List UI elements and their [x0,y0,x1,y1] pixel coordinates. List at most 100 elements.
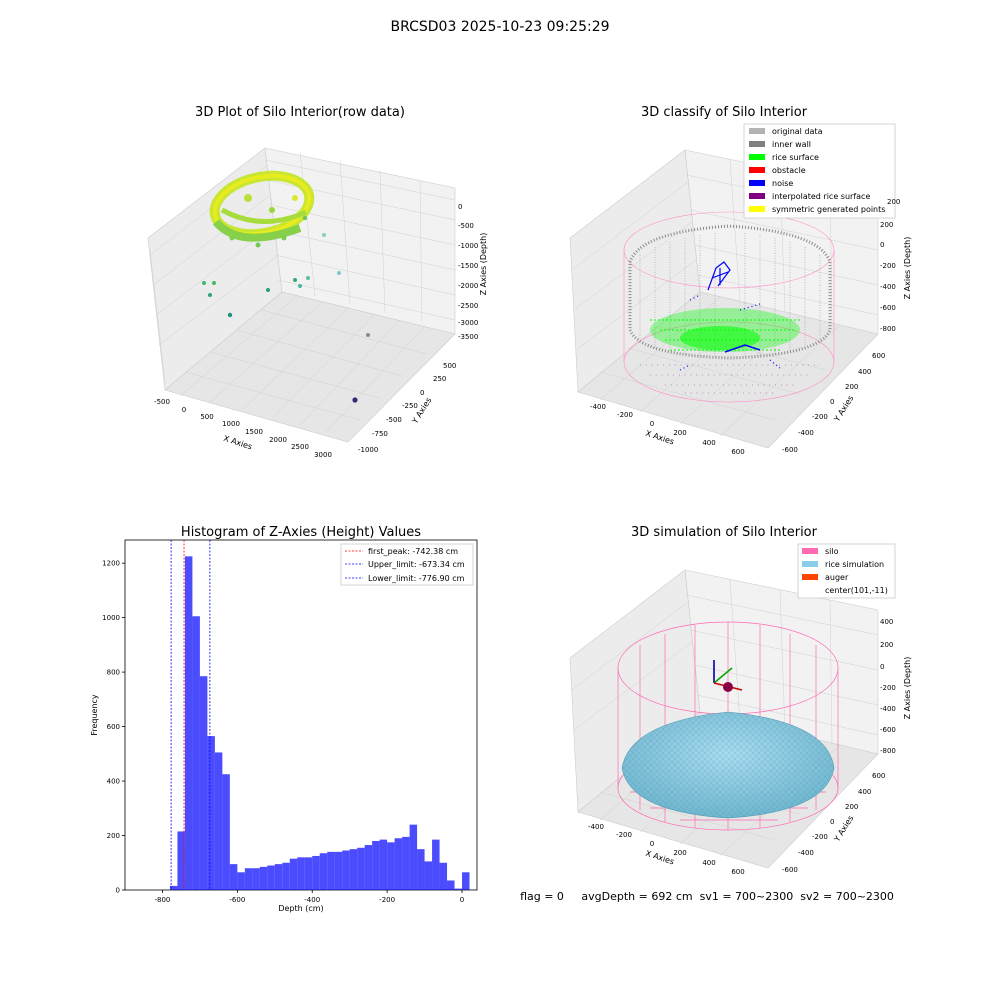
classify-y-tick: 200 [845,383,858,391]
classify-inner-wall [628,224,832,360]
raw-y-tick: 500 [443,362,456,370]
histogram-bar [184,556,193,890]
panel-histogram: Histogram of Z-Axies (Height) Values -80… [90,525,478,913]
histogram-bar [349,849,358,890]
raw-z-tick: -1500 [458,262,478,270]
simulation-z-tick: 400 [880,618,893,626]
histogram-bar [394,838,403,890]
classify-x-tick: -200 [617,411,633,419]
classify-x-tick: 600 [731,448,744,456]
panel-classify: 3D classify of Silo Interior [569,105,912,456]
histogram-legend: first_peak: -742.38 cm Upper_limit: -673… [340,543,474,586]
simulation-z-tick: -800 [880,747,896,755]
simulation-y-tick: -200 [812,833,828,841]
raw-x-tick: -500 [154,398,170,406]
simulation-center-marker [713,660,743,692]
classify-z-tick: -400 [880,283,896,291]
raw-y-tick: -500 [386,416,402,424]
histogram-bar [357,847,365,890]
histogram-bar [192,616,200,890]
classify-y-tick: -200 [812,413,828,421]
histogram-y-tick-label: 0 [116,887,120,895]
raw-z-tick: -2000 [458,282,478,290]
raw-x-tick: 1000 [222,420,240,428]
simulation-x-tick: -200 [616,831,632,839]
legend-label-symmetric: symmetric generated points [772,205,885,214]
classify-z-tick-labels: 200 200 0 -200 -400 -600 -800 [880,198,900,333]
histogram-bar [229,864,238,890]
histogram-bar [177,831,185,890]
raw-y-tick: -250 [402,402,418,410]
simulation-z-tick-labels: 400 200 0 -200 -400 -600 -800 [880,618,896,755]
raw-x-tick: 2500 [291,443,309,451]
status-line: flag = 0 avgDepth = 692 cm sv1 = 700~230… [520,890,894,903]
simulation-x-tick: 600 [731,868,744,876]
raw-x-tick: 0 [182,406,186,414]
simulation-y-tick: 200 [845,803,858,811]
simulation-y-tick: 400 [858,788,871,796]
classify-y-tick: 600 [872,352,885,360]
histogram-x-tick-label: -800 [155,896,171,904]
histogram-bar [169,885,178,890]
histogram-reference-lines [170,540,211,890]
histogram-bar [244,868,253,890]
histogram-bar [222,774,230,890]
classify-x-tick-labels: -400 -200 0 200 400 600 [590,403,745,456]
legend-label-rice-simulation: rice simulation [825,560,884,569]
legend-swatch-auger [802,574,818,580]
panel-raw-data: 3D Plot of Silo Interior(row data) [147,105,488,459]
histogram-x-tick-label: -600 [229,896,245,904]
raw-y-tick-labels: 500 250 0 -250 -500 -750 -1000 [358,362,456,454]
raw-x-tick: 1500 [245,428,263,436]
histogram-bar [372,840,380,890]
histogram-bar [402,836,410,890]
histogram-x-ticks: -800 -600 -400 -200 0 [155,890,464,904]
histogram-bar [274,864,283,890]
histogram-bar [409,824,418,890]
legend-label-noise: noise [772,179,793,188]
histogram-bar [364,845,373,890]
histogram-bar [259,866,268,890]
simulation-y-tick: -600 [782,866,798,874]
legend-swatch-inner-wall [749,141,765,147]
histogram-bar [319,853,328,890]
classify-y-tick-labels: 600 400 200 0 -200 -400 -600 [782,352,885,454]
histogram-y-ticks: 0 200 400 600 800 1000 1200 [102,560,125,895]
raw-y-tick: -750 [372,430,388,438]
histogram-bar [379,839,388,890]
raw-z-tick-labels: 0 -500 -1000 -1500 -2000 -2500 -3000 -35… [458,203,478,341]
simulation-legend: silo rice simulation auger center(101,-1… [797,543,896,599]
histogram-ylabel: Frequency [90,694,99,736]
histogram-bar [387,842,395,890]
histogram-xlabel: Depth (cm) [278,904,323,913]
raw-panel-title: 3D Plot of Silo Interior(row data) [195,105,405,120]
raw-z-tick: -1000 [458,242,478,250]
classify-z-tick: 200 [880,221,893,229]
classify-zlabel: Z Axies (Depth) [903,237,912,300]
simulation-rice-surface [621,711,835,819]
raw-z-tick: -3500 [458,333,478,341]
histogram-y-tick-label: 600 [107,723,120,731]
raw-ring-cluster [209,170,315,248]
simulation-x-tick: 0 [650,840,654,848]
histogram-bar [297,857,305,890]
simulation-panel-title: 3D simulation of Silo Interior [631,525,818,540]
legend-swatch-rice-simulation [802,561,818,567]
legend-swatch-rice-surface [749,154,765,160]
legend-label-inner-wall: inner wall [772,140,811,149]
raw-y-tick: 250 [433,375,446,383]
histogram-bar [462,872,470,890]
histogram-y-tick-label: 1000 [102,614,120,622]
classify-z-tick: 200 [887,198,900,206]
simulation-ylabel: Y Axies [832,814,856,844]
raw-y-tick: -1000 [358,446,378,454]
legend-label-interpolated: interpolated rice surface [772,192,870,201]
legend-first-peak: first_peak: -742.38 cm [368,547,458,556]
legend-swatch-original [749,128,765,134]
histogram-bar [334,851,343,890]
figure-suptitle: BRCSD03 2025-10-23 09:25:29 [390,19,609,35]
raw-z-tick: -3000 [458,319,478,327]
raw-x-tick: 3000 [314,451,332,459]
legend-swatch-noise [749,180,765,186]
raw-z-tick: 0 [458,203,462,211]
